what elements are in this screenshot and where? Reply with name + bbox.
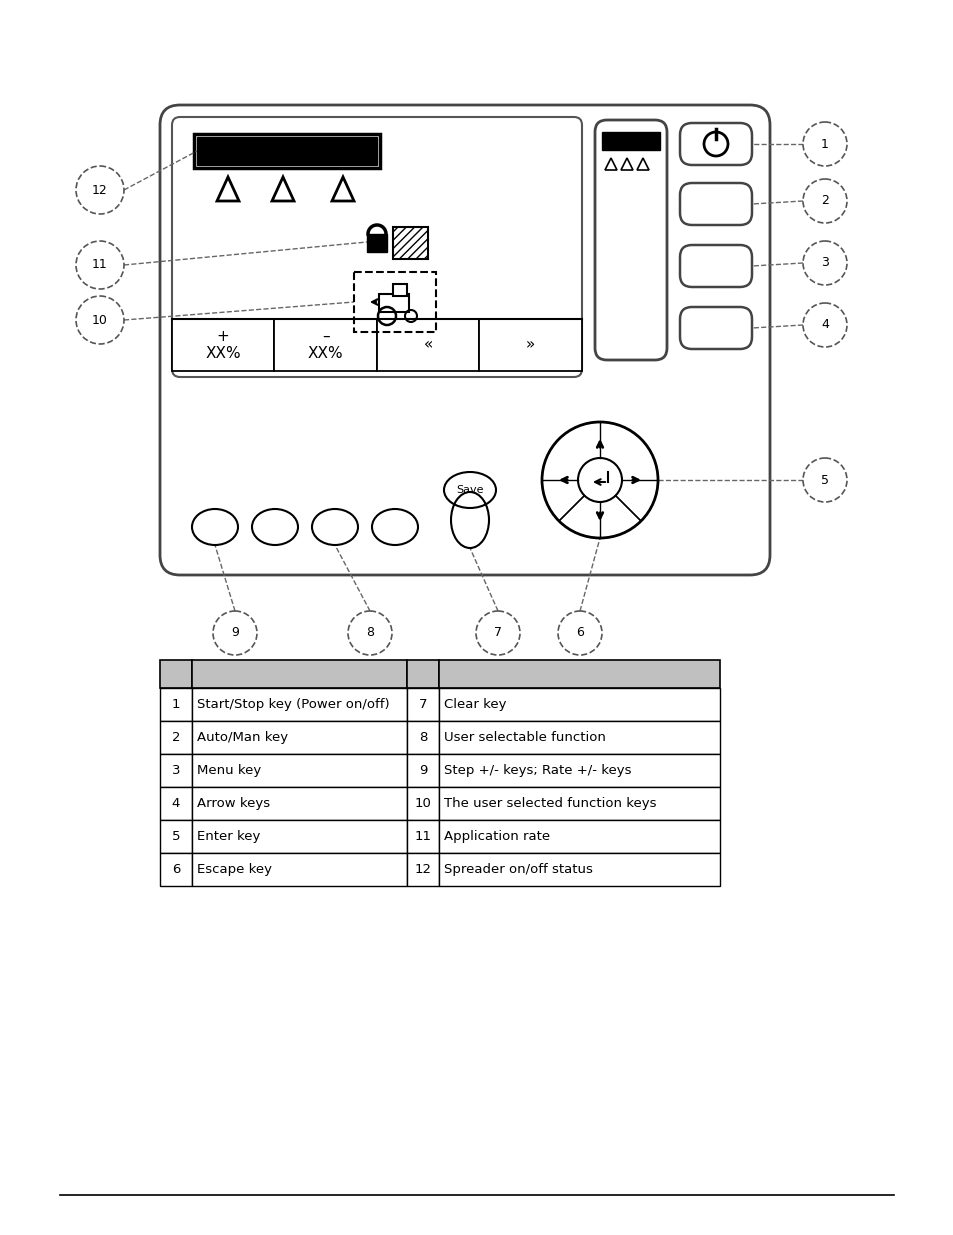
- Text: Auto/Man key: Auto/Man key: [196, 731, 288, 743]
- Bar: [378, 294, 409, 312]
- Bar: [160, 755, 192, 787]
- Text: Escape key: Escape key: [196, 863, 272, 876]
- Bar: [407, 688, 438, 721]
- Text: «: «: [423, 337, 433, 352]
- Text: 1: 1: [172, 698, 180, 711]
- Bar: [367, 233, 387, 252]
- Bar: [192, 787, 407, 820]
- Text: 2: 2: [821, 194, 828, 207]
- FancyBboxPatch shape: [160, 105, 769, 576]
- Bar: [438, 659, 720, 688]
- Bar: [192, 820, 407, 853]
- Bar: [160, 853, 192, 885]
- Bar: [438, 787, 720, 820]
- Bar: [192, 721, 407, 755]
- Bar: [160, 721, 192, 755]
- Bar: [192, 755, 407, 787]
- Text: 12: 12: [92, 184, 108, 196]
- Text: Arrow keys: Arrow keys: [196, 797, 270, 810]
- Text: 1: 1: [821, 137, 828, 151]
- Bar: [393, 284, 407, 296]
- FancyBboxPatch shape: [679, 183, 751, 225]
- Bar: [172, 319, 274, 370]
- Text: 11: 11: [92, 258, 108, 272]
- Bar: [438, 853, 720, 885]
- Bar: [160, 659, 192, 688]
- Bar: [438, 688, 720, 721]
- Text: 12: 12: [414, 863, 431, 876]
- Bar: [354, 272, 436, 332]
- Text: 4: 4: [172, 797, 180, 810]
- FancyBboxPatch shape: [679, 124, 751, 165]
- Bar: [160, 787, 192, 820]
- Text: 8: 8: [418, 731, 427, 743]
- Text: Save: Save: [456, 485, 483, 495]
- Text: 3: 3: [172, 764, 180, 777]
- Text: Spreader on/off status: Spreader on/off status: [443, 863, 592, 876]
- Bar: [407, 659, 438, 688]
- Bar: [192, 688, 407, 721]
- Bar: [479, 319, 581, 370]
- Text: 8: 8: [366, 626, 374, 640]
- Text: 2: 2: [172, 731, 180, 743]
- Text: Application rate: Application rate: [443, 830, 550, 844]
- FancyBboxPatch shape: [679, 245, 751, 287]
- Text: 5: 5: [172, 830, 180, 844]
- Text: 5: 5: [821, 473, 828, 487]
- Text: +
XX%: + XX%: [205, 329, 241, 361]
- Text: Enter key: Enter key: [196, 830, 260, 844]
- Bar: [407, 820, 438, 853]
- Text: The user selected function keys: The user selected function keys: [443, 797, 656, 810]
- Text: –
XX%: – XX%: [308, 329, 343, 361]
- Text: 9: 9: [418, 764, 427, 777]
- Text: 3: 3: [821, 257, 828, 269]
- FancyBboxPatch shape: [595, 120, 666, 359]
- Bar: [193, 135, 379, 168]
- Bar: [196, 137, 376, 165]
- Bar: [160, 820, 192, 853]
- FancyBboxPatch shape: [172, 117, 581, 377]
- Text: 10: 10: [92, 314, 108, 326]
- Bar: [192, 659, 407, 688]
- Text: 7: 7: [494, 626, 501, 640]
- Text: 7: 7: [418, 698, 427, 711]
- Text: Menu key: Menu key: [196, 764, 261, 777]
- Text: »: »: [525, 337, 535, 352]
- Text: 9: 9: [231, 626, 238, 640]
- Text: 6: 6: [576, 626, 583, 640]
- Bar: [376, 319, 479, 370]
- Bar: [160, 688, 192, 721]
- Bar: [438, 755, 720, 787]
- Bar: [393, 227, 428, 259]
- Text: Start/Stop key (Power on/off): Start/Stop key (Power on/off): [196, 698, 389, 711]
- Bar: [438, 721, 720, 755]
- Bar: [407, 755, 438, 787]
- Bar: [407, 787, 438, 820]
- Bar: [438, 820, 720, 853]
- Text: Step +/- keys; Rate +/- keys: Step +/- keys; Rate +/- keys: [443, 764, 631, 777]
- Text: 4: 4: [821, 319, 828, 331]
- Text: 6: 6: [172, 863, 180, 876]
- Bar: [274, 319, 376, 370]
- Text: 10: 10: [415, 797, 431, 810]
- Bar: [192, 853, 407, 885]
- Bar: [407, 721, 438, 755]
- Bar: [601, 132, 659, 149]
- Text: 11: 11: [414, 830, 431, 844]
- FancyBboxPatch shape: [679, 308, 751, 350]
- Text: Clear key: Clear key: [443, 698, 506, 711]
- Text: User selectable function: User selectable function: [443, 731, 605, 743]
- Bar: [407, 853, 438, 885]
